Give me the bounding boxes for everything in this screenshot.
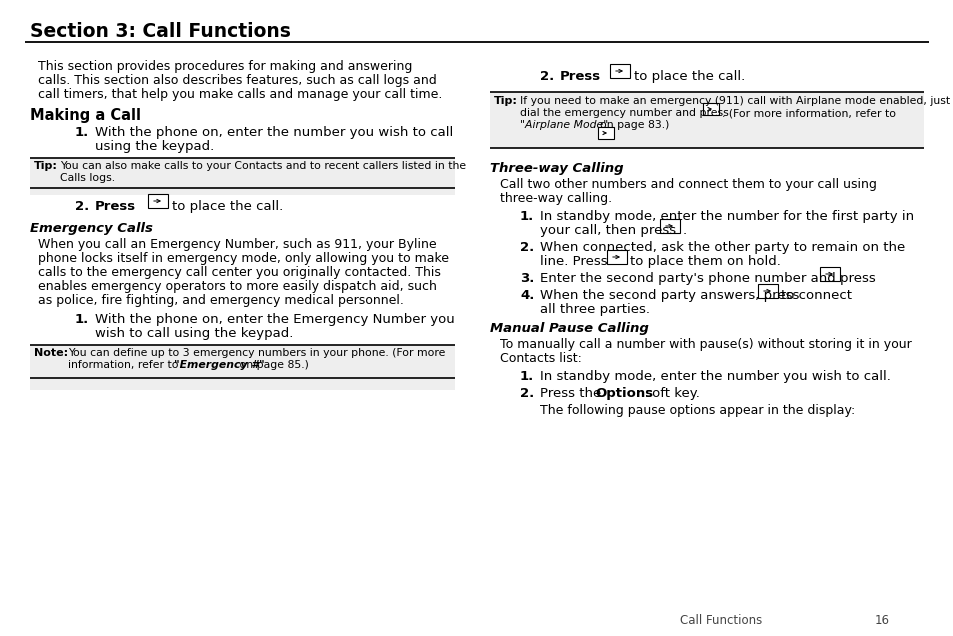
- Text: 3.: 3.: [519, 272, 534, 285]
- Text: You can also make calls to your Contacts and to recent callers listed in the: You can also make calls to your Contacts…: [60, 161, 466, 171]
- Text: 2.: 2.: [75, 200, 90, 213]
- Text: using the keypad.: using the keypad.: [95, 140, 214, 153]
- Text: to place them on hold.: to place them on hold.: [629, 255, 781, 268]
- Text: 1.: 1.: [519, 370, 534, 383]
- Text: . (For more information, refer to: . (For more information, refer to: [721, 108, 895, 118]
- Text: dial the emergency number and press: dial the emergency number and press: [519, 108, 728, 118]
- Text: Section 3: Call Functions: Section 3: Call Functions: [30, 22, 291, 41]
- Text: In standby mode, enter the number you wish to call.: In standby mode, enter the number you wi…: [539, 370, 890, 383]
- Text: 2.: 2.: [539, 70, 554, 83]
- Bar: [490, 92, 923, 148]
- Bar: [30, 158, 455, 195]
- Text: With the phone on, enter the Emergency Number you: With the phone on, enter the Emergency N…: [95, 313, 455, 326]
- Bar: [758, 284, 778, 298]
- Text: This section provides procedures for making and answering: This section provides procedures for mak…: [38, 60, 412, 73]
- Text: 1.: 1.: [519, 210, 534, 223]
- Text: 2.: 2.: [519, 387, 534, 400]
- Text: enables emergency operators to more easily dispatch aid, such: enables emergency operators to more easi…: [38, 280, 436, 293]
- Text: phone locks itself in emergency mode, only allowing you to make: phone locks itself in emergency mode, on…: [38, 252, 449, 265]
- Bar: [606, 250, 626, 264]
- Text: "Airplane Mode": "Airplane Mode": [519, 120, 608, 130]
- Bar: [148, 194, 168, 208]
- Text: 16: 16: [874, 614, 889, 627]
- Bar: [30, 345, 455, 390]
- Text: .: .: [842, 272, 846, 285]
- Bar: [702, 103, 719, 115]
- Text: 2.: 2.: [519, 241, 534, 254]
- Text: You can define up to 3 emergency numbers in your phone. (For more: You can define up to 3 emergency numbers…: [68, 348, 445, 358]
- Text: line. Press: line. Press: [539, 255, 607, 268]
- Text: Manual Pause Calling: Manual Pause Calling: [490, 322, 648, 335]
- Text: on page 85.): on page 85.): [235, 360, 309, 370]
- Text: Press: Press: [95, 200, 136, 213]
- Text: With the phone on, enter the number you wish to call: With the phone on, enter the number you …: [95, 126, 453, 139]
- Text: your call, then press: your call, then press: [539, 224, 676, 237]
- Text: call timers, that help you make calls and manage your call time.: call timers, that help you make calls an…: [38, 88, 442, 101]
- Text: Making a Call: Making a Call: [30, 108, 141, 123]
- Text: three-way calling.: three-way calling.: [499, 192, 612, 205]
- Text: information, refer to: information, refer to: [68, 360, 182, 370]
- Text: .: .: [682, 224, 686, 237]
- Text: to place the call.: to place the call.: [634, 70, 744, 83]
- Text: Call Functions: Call Functions: [679, 614, 761, 627]
- Text: soft key.: soft key.: [640, 387, 700, 400]
- Text: 4.: 4.: [519, 289, 534, 302]
- Text: When the second party answers, press: When the second party answers, press: [539, 289, 799, 302]
- Text: on page 83.): on page 83.): [593, 120, 669, 130]
- Text: Emergency Calls: Emergency Calls: [30, 222, 152, 235]
- Text: 1.: 1.: [75, 126, 90, 139]
- Text: "Emergency #": "Emergency #": [173, 360, 264, 370]
- Text: Options: Options: [595, 387, 653, 400]
- Text: as police, fire fighting, and emergency medical personnel.: as police, fire fighting, and emergency …: [38, 294, 403, 307]
- Text: all three parties.: all three parties.: [539, 303, 649, 316]
- Text: In standby mode, enter the number for the first party in: In standby mode, enter the number for th…: [539, 210, 913, 223]
- Text: When connected, ask the other party to remain on the: When connected, ask the other party to r…: [539, 241, 904, 254]
- Text: Enter the second party's phone number and press: Enter the second party's phone number an…: [539, 272, 875, 285]
- Text: If you need to make an emergency (911) call with Airplane mode enabled, just: If you need to make an emergency (911) c…: [519, 96, 949, 106]
- Text: to connect: to connect: [781, 289, 851, 302]
- Text: 1.: 1.: [75, 313, 90, 326]
- Text: Note:: Note:: [34, 348, 68, 358]
- Text: When you call an Emergency Number, such as 911, your Byline: When you call an Emergency Number, such …: [38, 238, 436, 251]
- Text: calls to the emergency call center you originally contacted. This: calls to the emergency call center you o…: [38, 266, 440, 279]
- Bar: [598, 127, 614, 139]
- Text: calls. This section also describes features, such as call logs and: calls. This section also describes featu…: [38, 74, 436, 87]
- Bar: [609, 64, 629, 78]
- Text: Tip:: Tip:: [494, 96, 517, 106]
- Text: Press the: Press the: [539, 387, 605, 400]
- Bar: [820, 267, 840, 281]
- Text: wish to call using the keypad.: wish to call using the keypad.: [95, 327, 294, 340]
- Text: Tip:: Tip:: [34, 161, 58, 171]
- Bar: [659, 219, 679, 233]
- Text: Three-way Calling: Three-way Calling: [490, 162, 623, 175]
- Text: The following pause options appear in the display:: The following pause options appear in th…: [539, 404, 854, 417]
- Text: Call two other numbers and connect them to your call using: Call two other numbers and connect them …: [499, 178, 876, 191]
- Text: to place the call.: to place the call.: [172, 200, 283, 213]
- Text: To manually call a number with pause(s) without storing it in your: To manually call a number with pause(s) …: [499, 338, 911, 351]
- Text: Contacts list:: Contacts list:: [499, 352, 581, 365]
- Text: Calls logs.: Calls logs.: [60, 173, 115, 183]
- Text: Press: Press: [559, 70, 600, 83]
